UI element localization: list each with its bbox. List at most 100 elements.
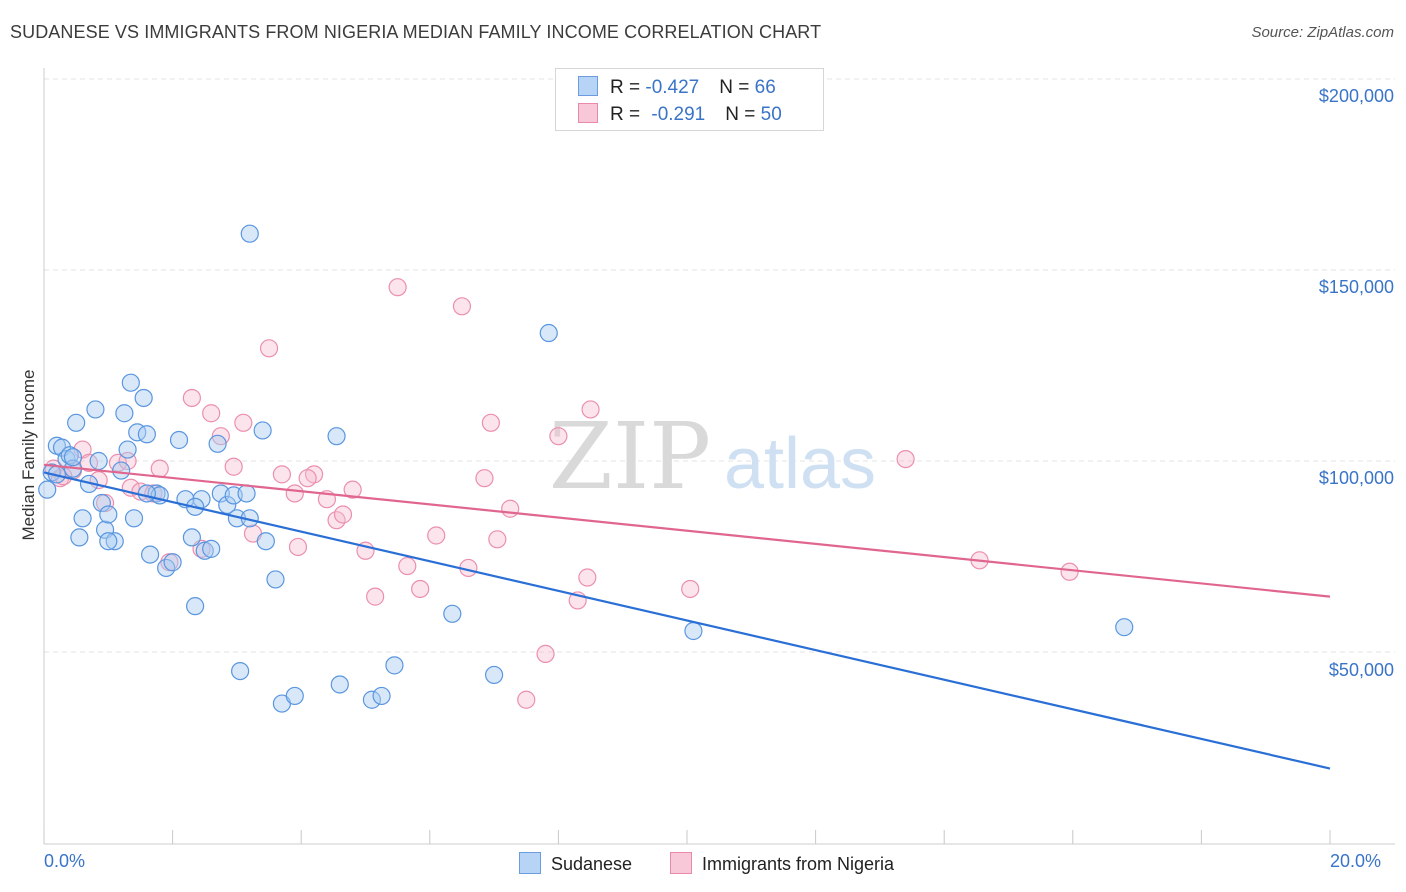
nigeria-point-23 [285, 484, 304, 503]
trend-line-0 [43, 471, 1331, 770]
source-label: Source: ZipAtlas.com [1251, 24, 1394, 41]
nigeria-point-46 [578, 568, 597, 587]
series-sudanese-points [38, 224, 1134, 713]
nigeria-point-31 [366, 587, 385, 606]
bottom-legend-swatch-blue [519, 852, 541, 874]
bottom-legend-label: Sudanese [551, 854, 633, 874]
stats-legend: R = -0.427 N = 66 R = -0.291 N = 50 [555, 68, 824, 131]
nigeria-point-51 [1060, 562, 1079, 581]
trend-line-1 [43, 463, 1331, 598]
series-nigeria-points [44, 278, 1079, 709]
sudanese-point-56 [385, 656, 404, 675]
sudanese-point-54 [362, 690, 382, 709]
nigeria-point-34 [411, 579, 430, 599]
legend-n-value: 50 [760, 104, 782, 125]
sudanese-point-40 [218, 495, 237, 515]
nigeria-point-12 [150, 459, 169, 478]
legend-n-label: N = [719, 77, 755, 98]
sudanese-point-25 [140, 545, 160, 564]
nigeria-point-24 [288, 537, 308, 557]
legend-r-label: R = [610, 104, 646, 125]
sudanese-point-38 [208, 434, 227, 453]
sudanese-point-33 [186, 597, 205, 616]
legend-n-value: 66 [754, 77, 776, 98]
chart-title: SUDANESE VS IMMIGRANTS FROM NIGERIA MEDI… [10, 22, 822, 42]
bottom-legend-nigeria: Immigrants from Nigeria [670, 852, 894, 875]
axes [43, 68, 1395, 845]
sudanese-point-21 [121, 373, 140, 392]
nigeria-point-47 [581, 400, 600, 419]
sudanese-point-58 [485, 665, 504, 685]
legend-r-value: -0.291 [651, 104, 706, 125]
sudanese-point-64 [63, 448, 83, 467]
nigeria-point-42 [517, 690, 536, 709]
sudanese-point-29 [163, 553, 182, 572]
x-tick-label-0: 0.0% [44, 851, 86, 871]
sudanese-point-30 [169, 430, 189, 450]
sudanese-point-17 [112, 461, 131, 480]
nigeria-point-35 [427, 526, 446, 545]
nigeria-point-49 [896, 449, 915, 469]
sudanese-point-63 [99, 532, 118, 551]
legend-r-label: R = [610, 77, 646, 98]
sudanese-point-44 [237, 484, 256, 503]
sudanese-point-47 [253, 421, 272, 440]
y-tick-label-200k: $200,000 [1318, 86, 1394, 106]
nigeria-point-33 [398, 556, 417, 576]
sudanese-point-60 [684, 621, 703, 641]
sudanese-point-11 [86, 400, 105, 419]
sudanese-point-0 [38, 480, 57, 499]
sudanese-point-53 [330, 675, 349, 694]
nigeria-point-18 [224, 457, 243, 476]
sudanese-point-20 [124, 509, 144, 528]
nigeria-point-52 [298, 469, 317, 488]
watermark-zip: ZIP [549, 403, 711, 510]
grid-lines [44, 78, 1395, 653]
nigeria-point-39 [481, 413, 500, 432]
nigeria-point-29 [343, 480, 362, 499]
nigeria-point-43 [536, 644, 555, 664]
nigeria-point-22 [272, 465, 292, 484]
sudanese-point-42 [231, 661, 250, 681]
trend-lines [43, 463, 1331, 770]
watermark: ZIP atlas [549, 403, 876, 510]
sudanese-point-57 [443, 604, 462, 623]
nigeria-point-14 [182, 388, 201, 408]
sudanese-point-32 [182, 528, 201, 547]
sudanese-point-23 [134, 388, 153, 408]
nigeria-point-36 [452, 297, 472, 316]
sudanese-point-16 [105, 532, 124, 551]
legend-row-sudanese: R = -0.427 N = 66 [578, 76, 776, 99]
nigeria-point-16 [202, 404, 221, 423]
sudanese-point-49 [266, 570, 285, 589]
legend-swatch-pink [578, 103, 598, 123]
sudanese-point-19 [118, 440, 137, 459]
sudanese-point-55 [372, 686, 391, 706]
nigeria-point-44 [549, 427, 568, 446]
nigeria-point-21 [259, 339, 279, 358]
nigeria-point-19 [234, 413, 253, 432]
legend-row-nigeria: R = -0.291 N = 50 [578, 103, 782, 126]
sudanese-point-13 [92, 493, 111, 513]
watermark-atlas: atlas [724, 424, 876, 504]
sudanese-point-15 [99, 505, 118, 524]
sudanese-point-59 [539, 323, 558, 343]
nigeria-point-28 [333, 505, 353, 524]
bottom-legend-sudanese: Sudanese [519, 852, 632, 875]
sudanese-point-61 [1115, 618, 1134, 637]
nigeria-point-32 [388, 278, 407, 297]
nigeria-point-48 [681, 579, 700, 599]
sudanese-point-7 [67, 413, 86, 432]
sudanese-point-8 [70, 528, 89, 547]
bottom-legend-swatch-pink [670, 852, 692, 874]
sudanese-point-35 [195, 541, 214, 560]
sudanese-point-12 [89, 451, 108, 471]
sudanese-point-62 [137, 484, 156, 503]
sudanese-point-51 [285, 686, 304, 706]
nigeria-point-38 [475, 469, 494, 488]
sudanese-point-9 [73, 509, 92, 528]
legend-swatch-blue [578, 76, 598, 96]
legend-n-label: N = [725, 104, 761, 125]
y-tick-label-150k: $150,000 [1318, 277, 1394, 297]
